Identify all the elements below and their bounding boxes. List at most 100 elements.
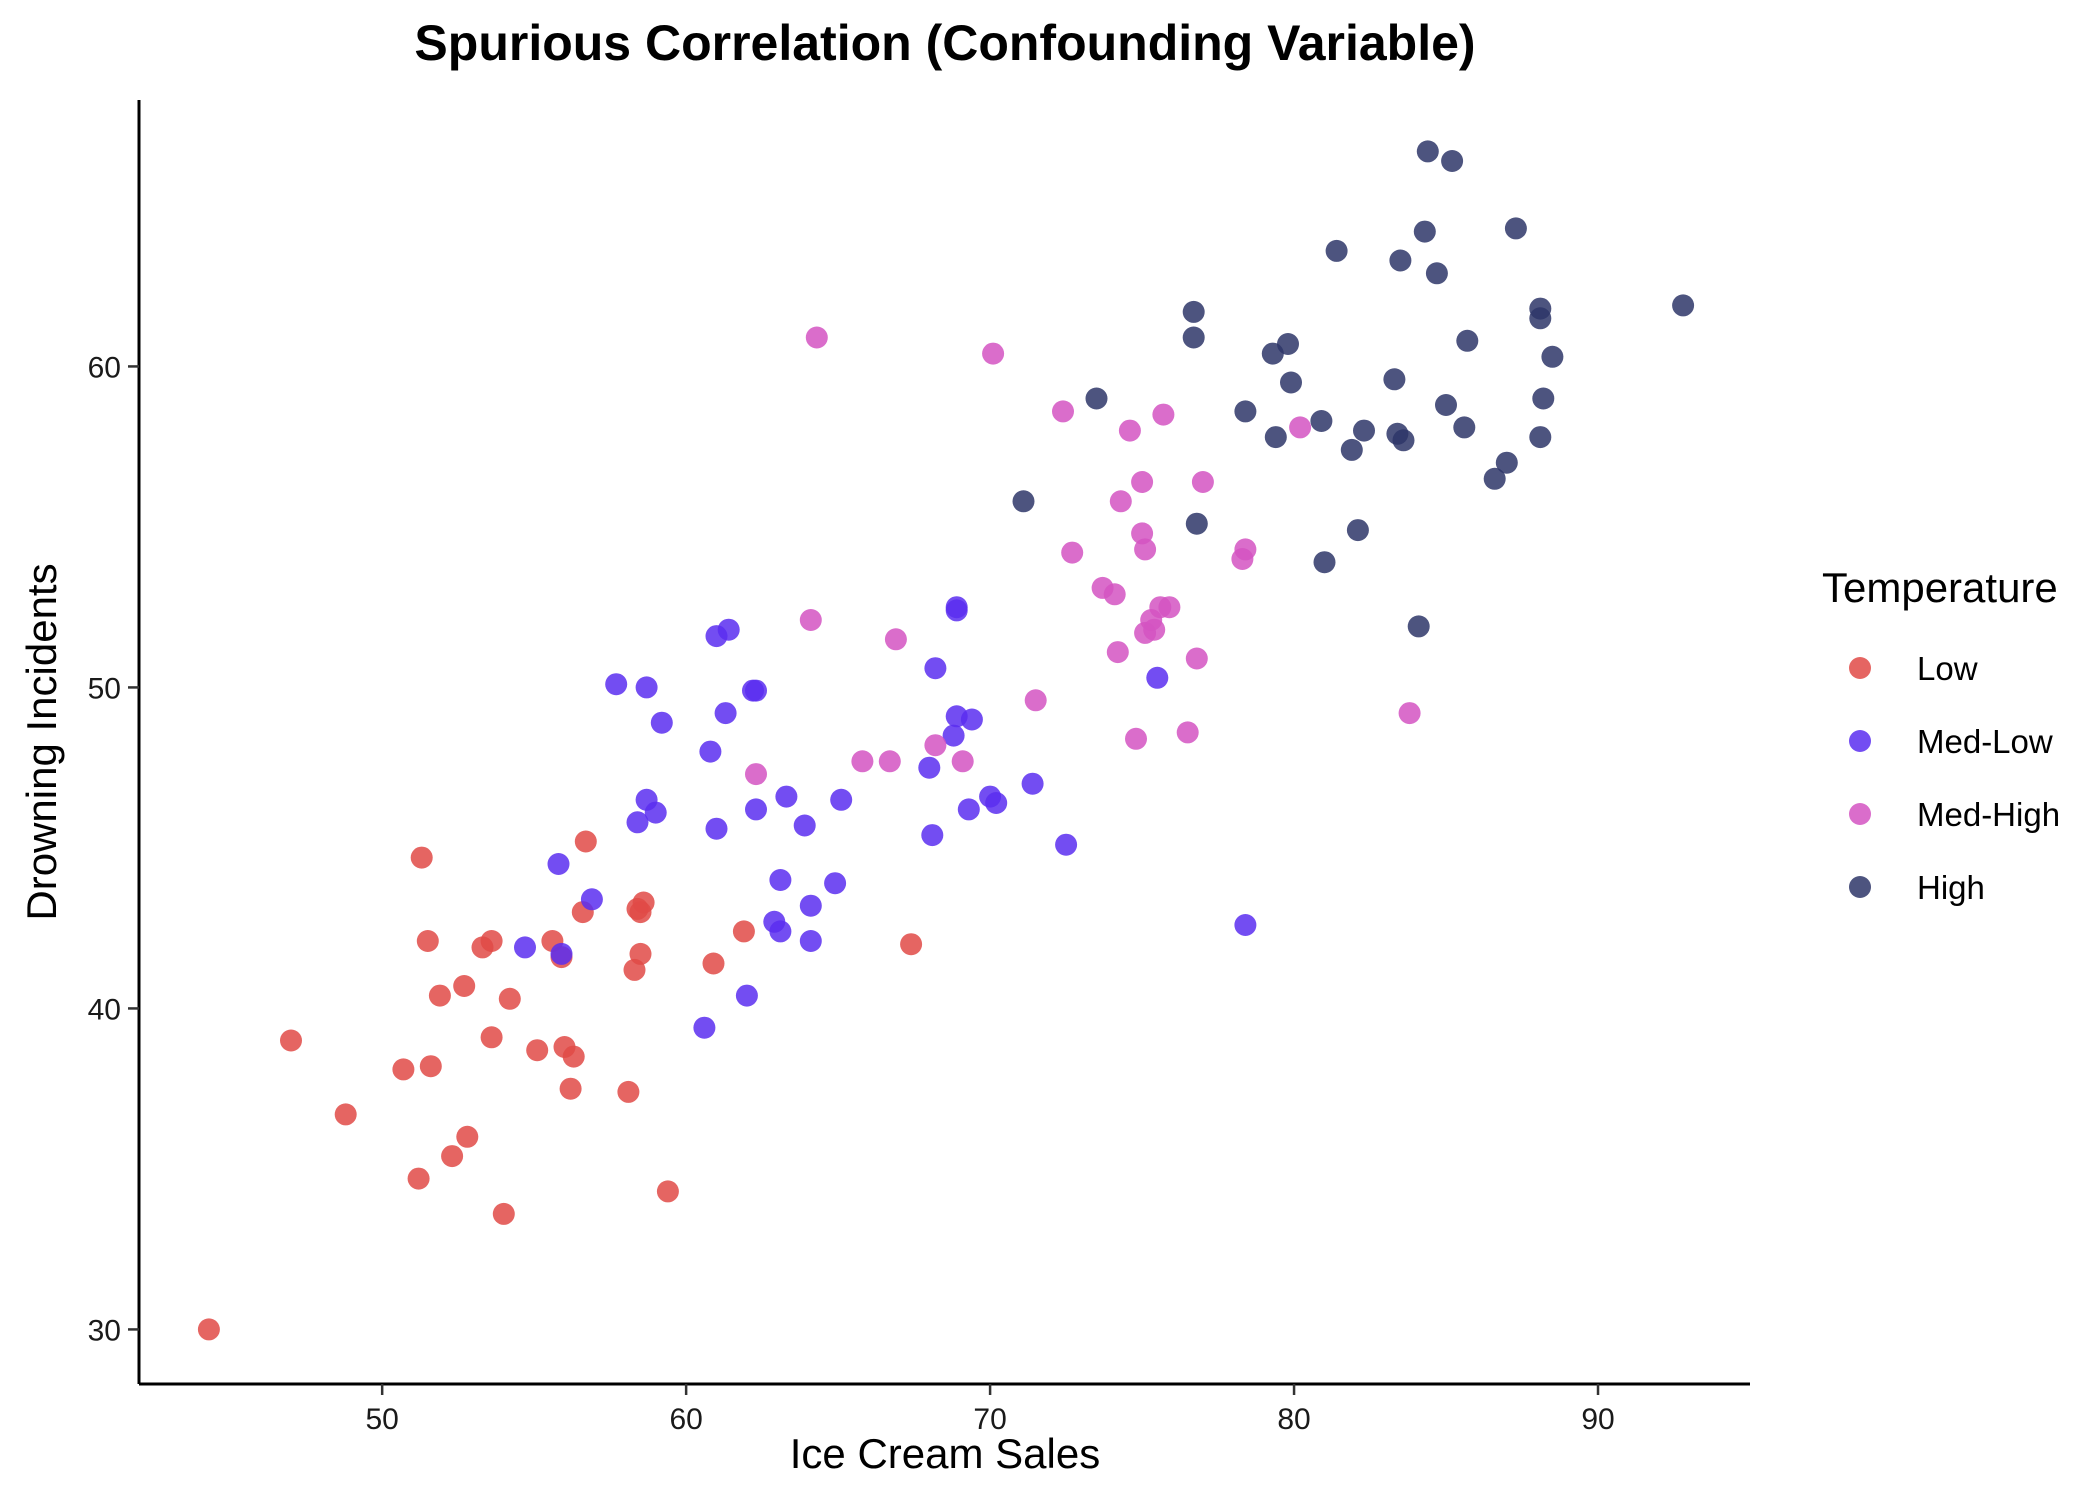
point-med-low-28 xyxy=(830,788,853,811)
point-med-low-18 xyxy=(745,679,767,702)
point-med-low-31 xyxy=(924,657,947,680)
point-med-high-19 xyxy=(1131,471,1154,493)
point-med-high-9 xyxy=(1024,689,1047,712)
point-high-22 xyxy=(1416,140,1439,163)
point-low-31 xyxy=(656,1180,679,1203)
point-low-0 xyxy=(197,1318,220,1341)
point-med-low-5 xyxy=(626,811,649,834)
point-med-high-32 xyxy=(1289,416,1312,439)
point-low-30 xyxy=(632,891,655,914)
point-high-19 xyxy=(1392,429,1415,452)
point-low-13 xyxy=(480,930,503,952)
point-med-low-11 xyxy=(699,740,722,763)
point-high-10 xyxy=(1310,410,1333,432)
point-high-35 xyxy=(1541,345,1564,368)
point-med-low-42 xyxy=(1146,666,1169,689)
point-high-11 xyxy=(1313,551,1336,574)
point-high-21 xyxy=(1413,220,1436,243)
point-med-low-39 xyxy=(985,792,1008,814)
point-med-low-27 xyxy=(824,872,847,895)
point-low-6 xyxy=(416,930,439,952)
point-med-low-43 xyxy=(1234,914,1257,936)
point-high-8 xyxy=(1277,333,1299,355)
point-low-22 xyxy=(562,1045,585,1068)
legend-label-med-high: Med-High xyxy=(1917,796,2060,833)
point-med-high-31 xyxy=(1234,538,1257,561)
point-med-high-33 xyxy=(1398,702,1421,725)
point-low-5 xyxy=(410,846,433,869)
point-med-low-10 xyxy=(693,1016,716,1039)
point-med-low-3 xyxy=(580,888,603,911)
point-med-low-16 xyxy=(735,984,758,1007)
point-low-21 xyxy=(559,1077,582,1100)
y-tick-label: 40 xyxy=(88,993,121,1026)
legend-label-high: High xyxy=(1917,869,1985,906)
point-med-high-17 xyxy=(1125,727,1147,750)
point-high-4 xyxy=(1185,512,1208,535)
point-low-10 xyxy=(453,975,476,997)
point-high-25 xyxy=(1441,150,1464,172)
x-tick-label: 80 xyxy=(1277,1403,1310,1436)
legend-title: Temperature xyxy=(1822,564,2058,611)
point-low-1 xyxy=(280,1029,302,1052)
point-low-9 xyxy=(441,1145,464,1168)
point-med-high-27 xyxy=(1176,721,1199,744)
x-tick-label: 70 xyxy=(973,1403,1006,1436)
point-med-high-29 xyxy=(1191,471,1214,493)
x-ticks: 50 60 70 80 90 xyxy=(365,1384,1615,1436)
point-med-high-4 xyxy=(878,750,901,773)
point-med-low-7 xyxy=(635,676,658,699)
point-med-low-2 xyxy=(550,942,573,965)
points-layer xyxy=(197,140,1695,1341)
point-med-low-15 xyxy=(717,618,740,641)
point-med-low-1 xyxy=(547,853,570,875)
point-high-24 xyxy=(1435,394,1457,416)
point-med-high-20 xyxy=(1134,538,1157,561)
point-low-4 xyxy=(407,1167,430,1190)
legend: Temperature Low Med-Low Med-High High xyxy=(1822,564,2060,906)
point-med-low-35 xyxy=(945,599,968,622)
point-low-11 xyxy=(456,1125,479,1148)
point-med-high-13 xyxy=(1103,583,1126,606)
point-high-7 xyxy=(1264,426,1287,449)
point-low-14 xyxy=(480,1026,503,1049)
axes-layer xyxy=(137,100,1750,1386)
legend-key-low xyxy=(1849,657,1871,679)
point-high-15 xyxy=(1353,419,1375,442)
point-med-low-8 xyxy=(644,801,667,824)
point-high-5 xyxy=(1234,400,1257,423)
point-high-18 xyxy=(1389,249,1412,272)
point-med-high-2 xyxy=(805,326,828,349)
point-med-low-41 xyxy=(1055,833,1078,856)
point-med-low-4 xyxy=(605,673,628,696)
point-med-high-26 xyxy=(1158,596,1181,619)
point-low-2 xyxy=(334,1103,357,1126)
x-tick-label: 90 xyxy=(1581,1403,1614,1436)
point-low-32 xyxy=(702,952,725,975)
point-high-3 xyxy=(1182,326,1205,349)
point-high-12 xyxy=(1325,239,1348,262)
point-med-high-6 xyxy=(924,734,947,757)
point-low-33 xyxy=(732,920,755,943)
y-tick-label: 30 xyxy=(88,1314,121,1347)
legend-key-med-low xyxy=(1849,730,1871,752)
point-high-34 xyxy=(1532,387,1555,410)
point-low-29 xyxy=(629,942,652,965)
chart-title: Spurious Correlation (Confounding Variab… xyxy=(414,15,1475,71)
point-low-17 xyxy=(526,1039,549,1062)
point-med-low-22 xyxy=(769,920,792,943)
point-med-low-19 xyxy=(745,798,767,821)
y-ticks: 30 40 50 60 xyxy=(88,351,139,1347)
point-med-low-13 xyxy=(705,817,728,840)
point-med-low-32 xyxy=(942,724,965,747)
point-med-low-26 xyxy=(799,930,822,952)
point-med-high-10 xyxy=(1052,400,1074,423)
point-med-high-3 xyxy=(851,750,874,773)
point-med-low-24 xyxy=(793,814,816,837)
point-med-low-30 xyxy=(921,824,944,847)
point-low-34 xyxy=(900,933,923,956)
x-tick-label: 60 xyxy=(669,1403,702,1436)
point-med-low-14 xyxy=(714,702,737,725)
